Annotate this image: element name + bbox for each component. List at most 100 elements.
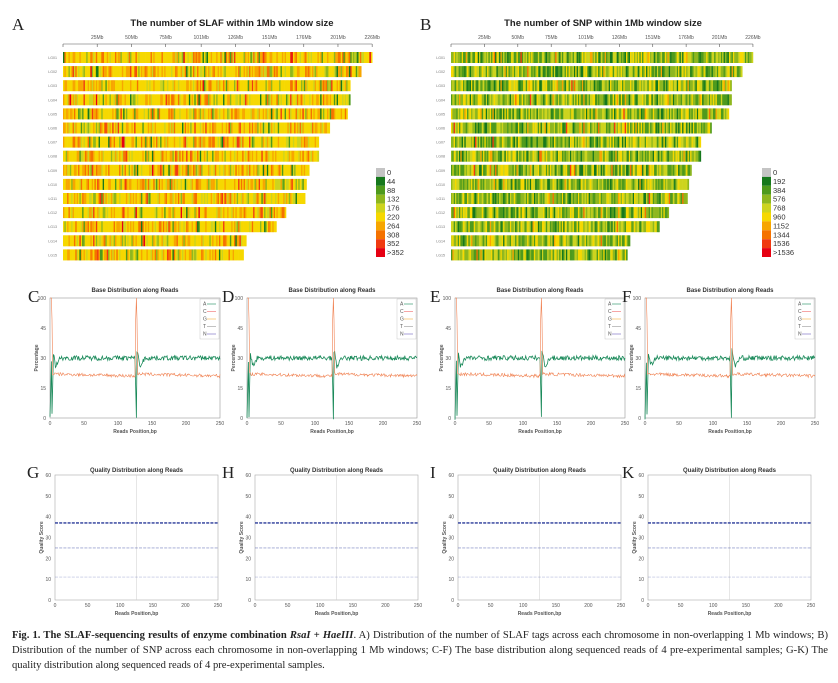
window-cell xyxy=(232,94,235,106)
window-cell xyxy=(642,178,644,190)
window-cell xyxy=(97,235,99,247)
window-cell xyxy=(190,108,192,120)
window-cell xyxy=(643,108,646,120)
window-cell xyxy=(557,94,560,106)
window-cell xyxy=(605,193,608,204)
window-cell xyxy=(262,108,265,120)
window-cell xyxy=(188,178,191,190)
window-cell xyxy=(268,221,270,233)
window-cell xyxy=(650,66,652,78)
window-cell xyxy=(563,108,565,120)
window-cell xyxy=(270,108,273,120)
window-cell xyxy=(240,178,243,190)
window-cell xyxy=(738,52,740,63)
window-cell xyxy=(71,249,73,261)
window-cell xyxy=(69,249,72,261)
window-cell xyxy=(694,108,696,120)
window-cell xyxy=(465,66,468,78)
window-cell xyxy=(343,52,346,63)
window-cell xyxy=(78,249,80,261)
window-cell xyxy=(121,178,124,190)
window-cell xyxy=(564,80,567,92)
window-cell xyxy=(105,193,108,204)
window-cell xyxy=(511,150,513,162)
window-cell xyxy=(243,122,246,134)
window-cell xyxy=(187,178,190,190)
window-cell xyxy=(225,108,228,120)
window-cell xyxy=(642,80,644,92)
window-cell xyxy=(751,52,754,63)
window-cell xyxy=(84,235,87,247)
window-cell xyxy=(104,221,106,233)
chromosome-bar-LG07 xyxy=(63,136,320,148)
window-cell xyxy=(79,164,82,176)
window-cell xyxy=(652,52,655,63)
window-cell xyxy=(579,108,581,120)
window-cell xyxy=(109,221,112,233)
window-cell xyxy=(623,122,625,134)
window-cell xyxy=(694,136,696,148)
window-cell xyxy=(567,178,569,190)
window-cell xyxy=(674,66,676,78)
window-cell xyxy=(264,193,266,204)
window-cell xyxy=(223,66,225,78)
window-cell xyxy=(76,150,79,162)
window-cell xyxy=(519,178,521,190)
window-cell xyxy=(259,178,262,190)
window-cell xyxy=(91,80,94,92)
window-cell xyxy=(603,193,605,204)
window-cell xyxy=(565,108,568,120)
window-cell xyxy=(549,108,552,120)
window-cell xyxy=(247,207,250,219)
window-cell xyxy=(500,52,503,63)
window-cell xyxy=(635,66,638,78)
window-cell xyxy=(166,122,169,134)
window-cell xyxy=(612,80,615,92)
window-cell xyxy=(146,66,149,78)
window-cell xyxy=(314,52,317,63)
window-cell xyxy=(512,178,515,190)
window-cell xyxy=(662,164,664,176)
window-cell xyxy=(460,122,462,134)
window-cell xyxy=(644,122,647,134)
window-cell xyxy=(575,164,577,176)
window-cell xyxy=(504,94,507,106)
window-cell xyxy=(121,235,124,247)
window-cell xyxy=(149,52,151,63)
window-cell xyxy=(182,193,184,204)
window-cell xyxy=(220,178,222,190)
window-cell xyxy=(583,136,585,148)
window-cell xyxy=(468,52,471,63)
window-cell xyxy=(265,193,268,204)
window-cell xyxy=(102,178,105,190)
window-cell xyxy=(95,235,98,247)
window-cell xyxy=(114,52,117,63)
window-cell xyxy=(83,108,86,120)
window-cell xyxy=(164,80,166,92)
window-cell xyxy=(480,66,483,78)
window-cell xyxy=(235,80,238,92)
window-cell xyxy=(521,108,524,120)
window-cell xyxy=(505,108,508,120)
window-cell xyxy=(651,94,654,106)
window-cell xyxy=(213,178,216,190)
window-cell xyxy=(479,108,481,120)
window-cell xyxy=(249,164,251,176)
window-cell xyxy=(708,80,711,92)
window-cell xyxy=(576,178,579,190)
window-cell xyxy=(484,80,487,92)
window-cell xyxy=(247,164,250,176)
window-cell xyxy=(199,80,202,92)
window-cell xyxy=(202,249,205,261)
window-cell xyxy=(259,164,262,176)
window-cell xyxy=(242,193,244,204)
window-cell xyxy=(290,164,292,176)
window-cell xyxy=(110,249,113,261)
window-cell xyxy=(504,150,507,162)
window-cell xyxy=(125,66,128,78)
window-cell xyxy=(93,136,95,148)
window-cell xyxy=(221,193,224,204)
window-cell xyxy=(182,164,184,176)
window-cell xyxy=(451,66,453,78)
window-cell xyxy=(692,150,695,162)
